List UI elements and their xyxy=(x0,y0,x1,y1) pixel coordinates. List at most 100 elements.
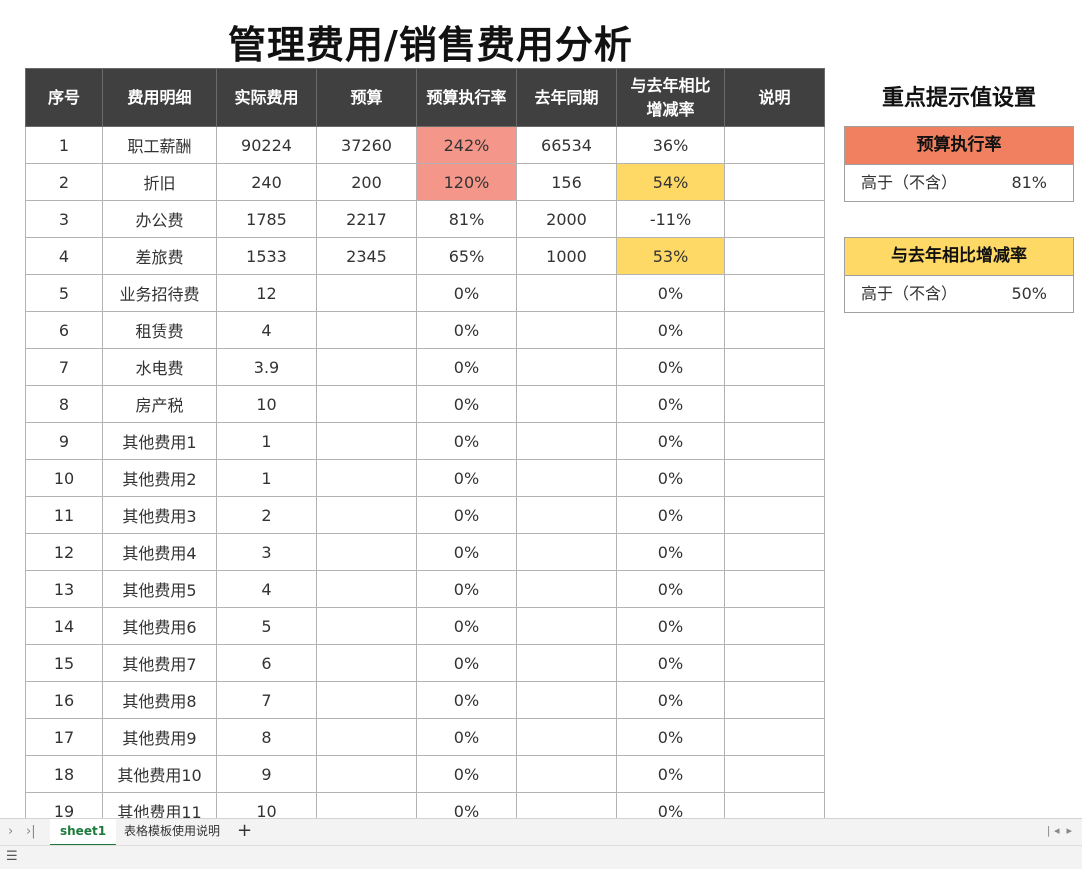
note-cell[interactable] xyxy=(724,533,825,571)
row-number-cell[interactable]: 9 xyxy=(25,422,103,460)
budget-cell[interactable] xyxy=(316,348,417,386)
budget-cell[interactable] xyxy=(316,570,417,608)
note-cell[interactable] xyxy=(724,570,825,608)
last-year-cell[interactable]: 2000 xyxy=(516,200,617,238)
item-cell[interactable]: 其他费用7 xyxy=(102,644,217,682)
budget-rate-cell[interactable]: 0% xyxy=(416,459,517,497)
budget-rate-cell[interactable]: 0% xyxy=(416,422,517,460)
budget-cell[interactable]: 37260 xyxy=(316,126,417,164)
budget-rate-cell[interactable]: 0% xyxy=(416,718,517,756)
column-header[interactable]: 实际费用 xyxy=(216,68,317,127)
item-cell[interactable]: 其他费用10 xyxy=(102,755,217,793)
change-rate-cell[interactable]: 0% xyxy=(616,274,725,312)
item-cell[interactable]: 其他费用3 xyxy=(102,496,217,534)
budget-rate-cell[interactable]: 0% xyxy=(416,570,517,608)
actual-cell[interactable]: 2 xyxy=(216,496,317,534)
budget-rate-cell[interactable]: 0% xyxy=(416,348,517,386)
last-year-cell[interactable] xyxy=(516,311,617,349)
row-number-cell[interactable]: 1 xyxy=(25,126,103,164)
budget-cell[interactable] xyxy=(316,681,417,719)
column-header[interactable]: 费用明细 xyxy=(102,68,217,127)
change-rate-cell[interactable]: 0% xyxy=(616,422,725,460)
actual-cell[interactable]: 10 xyxy=(216,792,317,819)
tab-sheet1[interactable]: sheet1 xyxy=(50,819,117,846)
budget-cell[interactable] xyxy=(316,644,417,682)
budget-rate-cell[interactable]: 0% xyxy=(416,274,517,312)
budget-rate-cell[interactable]: 65% xyxy=(416,237,517,275)
budget-rate-cell[interactable]: 242% xyxy=(416,126,517,164)
note-cell[interactable] xyxy=(724,496,825,534)
note-cell[interactable] xyxy=(724,126,825,164)
change-rate-cell[interactable]: 0% xyxy=(616,348,725,386)
threshold-value[interactable]: 50% xyxy=(1011,284,1047,303)
budget-rate-cell[interactable]: 0% xyxy=(416,496,517,534)
item-cell[interactable]: 其他费用9 xyxy=(102,718,217,756)
note-cell[interactable] xyxy=(724,718,825,756)
last-year-cell[interactable] xyxy=(516,718,617,756)
actual-cell[interactable]: 240 xyxy=(216,163,317,201)
note-cell[interactable] xyxy=(724,644,825,682)
row-number-cell[interactable]: 5 xyxy=(25,274,103,312)
actual-cell[interactable]: 9 xyxy=(216,755,317,793)
change-rate-cell[interactable]: 0% xyxy=(616,496,725,534)
actual-cell[interactable]: 3.9 xyxy=(216,348,317,386)
note-cell[interactable] xyxy=(724,200,825,238)
change-rate-cell[interactable]: 0% xyxy=(616,459,725,497)
change-rate-cell[interactable]: 0% xyxy=(616,644,725,682)
row-number-cell[interactable]: 8 xyxy=(25,385,103,423)
last-year-cell[interactable] xyxy=(516,422,617,460)
item-cell[interactable]: 租赁费 xyxy=(102,311,217,349)
actual-cell[interactable]: 3 xyxy=(216,533,317,571)
note-cell[interactable] xyxy=(724,348,825,386)
budget-cell[interactable] xyxy=(316,496,417,534)
row-number-cell[interactable]: 16 xyxy=(25,681,103,719)
row-number-cell[interactable]: 13 xyxy=(25,570,103,608)
row-number-cell[interactable]: 15 xyxy=(25,644,103,682)
actual-cell[interactable]: 1533 xyxy=(216,237,317,275)
list-icon[interactable]: ☰ xyxy=(6,849,18,864)
last-year-cell[interactable] xyxy=(516,644,617,682)
item-cell[interactable]: 水电费 xyxy=(102,348,217,386)
item-cell[interactable]: 差旅费 xyxy=(102,237,217,275)
last-year-cell[interactable] xyxy=(516,274,617,312)
change-rate-cell[interactable]: 0% xyxy=(616,570,725,608)
actual-cell[interactable]: 1 xyxy=(216,459,317,497)
column-header[interactable]: 去年同期 xyxy=(516,68,617,127)
budget-cell[interactable]: 2345 xyxy=(316,237,417,275)
actual-cell[interactable]: 8 xyxy=(216,718,317,756)
row-number-cell[interactable]: 17 xyxy=(25,718,103,756)
item-cell[interactable]: 办公费 xyxy=(102,200,217,238)
item-cell[interactable]: 折旧 xyxy=(102,163,217,201)
budget-rate-threshold-row[interactable]: 高于（不含） 81% xyxy=(845,165,1073,201)
last-year-cell[interactable]: 1000 xyxy=(516,237,617,275)
budget-cell[interactable] xyxy=(316,792,417,819)
budget-cell[interactable]: 200 xyxy=(316,163,417,201)
note-cell[interactable] xyxy=(724,385,825,423)
change-rate-cell[interactable]: -11% xyxy=(616,200,725,238)
row-number-cell[interactable]: 12 xyxy=(25,533,103,571)
change-rate-cell[interactable]: 0% xyxy=(616,718,725,756)
chevron-last-icon[interactable]: ›| xyxy=(26,824,36,839)
note-cell[interactable] xyxy=(724,792,825,819)
item-cell[interactable]: 其他费用8 xyxy=(102,681,217,719)
actual-cell[interactable]: 10 xyxy=(216,385,317,423)
last-year-cell[interactable] xyxy=(516,570,617,608)
item-cell[interactable]: 其他费用1 xyxy=(102,422,217,460)
actual-cell[interactable]: 90224 xyxy=(216,126,317,164)
threshold-value[interactable]: 81% xyxy=(1011,173,1047,192)
item-cell[interactable]: 其他费用2 xyxy=(102,459,217,497)
budget-rate-cell[interactable]: 0% xyxy=(416,311,517,349)
note-cell[interactable] xyxy=(724,607,825,645)
change-rate-cell[interactable]: 0% xyxy=(616,607,725,645)
change-rate-cell[interactable]: 0% xyxy=(616,533,725,571)
budget-cell[interactable] xyxy=(316,755,417,793)
last-year-cell[interactable]: 66534 xyxy=(516,126,617,164)
change-rate-cell[interactable]: 0% xyxy=(616,311,725,349)
actual-cell[interactable]: 6 xyxy=(216,644,317,682)
column-header[interactable]: 说明 xyxy=(724,68,825,127)
row-number-cell[interactable]: 4 xyxy=(25,237,103,275)
change-rate-cell[interactable]: 53% xyxy=(616,237,725,275)
budget-cell[interactable] xyxy=(316,459,417,497)
budget-rate-cell[interactable]: 0% xyxy=(416,644,517,682)
tab-template-instructions[interactable]: 表格模板使用说明 xyxy=(124,824,221,838)
